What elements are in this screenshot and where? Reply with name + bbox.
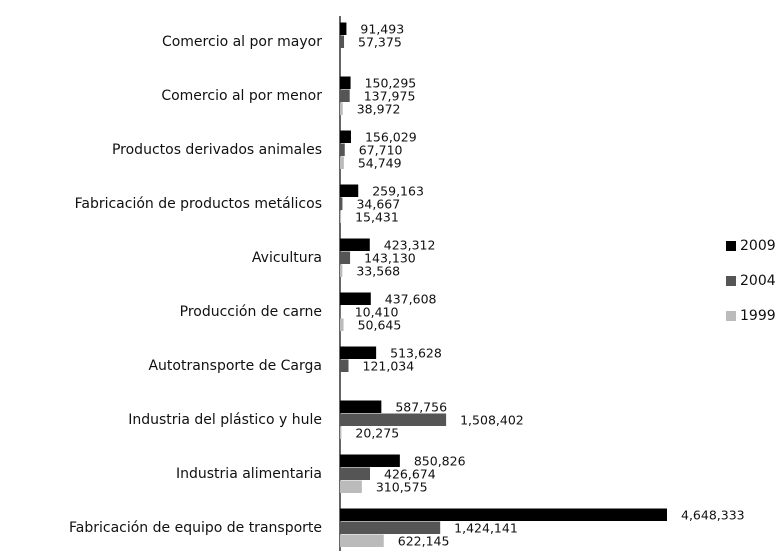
bar bbox=[340, 102, 343, 115]
bar bbox=[340, 454, 400, 467]
bar bbox=[340, 22, 347, 35]
value-label: 437,608 bbox=[385, 292, 437, 307]
bar bbox=[340, 318, 344, 331]
value-label: 33,568 bbox=[356, 264, 400, 279]
bar bbox=[340, 292, 371, 305]
bar bbox=[340, 210, 342, 223]
category-label: Comercio al por mayor bbox=[162, 34, 322, 50]
value-label: 143,130 bbox=[364, 251, 416, 266]
bar bbox=[340, 143, 345, 156]
value-label: 54,749 bbox=[358, 156, 402, 171]
value-label: 20,275 bbox=[355, 426, 399, 441]
bar bbox=[340, 305, 341, 318]
value-label: 57,375 bbox=[358, 35, 402, 50]
value-label: 513,628 bbox=[390, 346, 442, 361]
bar bbox=[340, 130, 351, 143]
category-label: Producción de carne bbox=[180, 304, 322, 320]
category-label: Fabricación de equipo de transporte bbox=[69, 520, 322, 536]
bar bbox=[340, 521, 441, 534]
category-label: Avicultura bbox=[252, 250, 322, 266]
category-label: Productos derivados animales bbox=[112, 142, 322, 158]
value-label: 15,431 bbox=[355, 210, 399, 225]
value-label: 259,163 bbox=[372, 184, 424, 199]
bar bbox=[340, 467, 371, 480]
value-label: 150,295 bbox=[365, 76, 417, 91]
value-label: 426,674 bbox=[384, 467, 436, 482]
category-label: Fabricación de productos metálicos bbox=[75, 196, 322, 212]
value-label: 50,645 bbox=[358, 318, 402, 333]
category-label: Autotransporte de Carga bbox=[148, 358, 322, 374]
bar bbox=[340, 426, 342, 439]
bar bbox=[340, 413, 447, 426]
bar bbox=[340, 35, 345, 48]
legend-swatch bbox=[726, 311, 736, 321]
value-label: 310,575 bbox=[376, 480, 428, 495]
bar bbox=[340, 359, 349, 372]
legend-label: 1999 bbox=[740, 308, 776, 324]
category-label: Industria del plástico y hule bbox=[128, 412, 322, 428]
value-label: 423,312 bbox=[384, 238, 436, 253]
bar bbox=[340, 238, 370, 251]
bar bbox=[340, 251, 351, 264]
legend-swatch bbox=[726, 241, 736, 251]
value-label: 587,756 bbox=[395, 400, 447, 415]
value-label: 38,972 bbox=[357, 102, 401, 117]
bar bbox=[340, 508, 667, 521]
value-label: 34,667 bbox=[356, 197, 400, 212]
value-label: 850,826 bbox=[414, 454, 466, 469]
bar bbox=[340, 184, 359, 197]
value-label: 67,710 bbox=[359, 143, 403, 158]
category-label: Industria alimentaria bbox=[176, 466, 322, 482]
value-label: 137,975 bbox=[364, 89, 416, 104]
value-label: 10,410 bbox=[355, 305, 399, 320]
bar bbox=[340, 264, 343, 277]
bar bbox=[340, 534, 384, 547]
value-label: 1,508,402 bbox=[460, 413, 524, 428]
value-label: 1,424,141 bbox=[454, 521, 518, 536]
legend-swatch bbox=[726, 276, 736, 286]
bar bbox=[340, 156, 344, 169]
legend-label: 2009 bbox=[740, 238, 776, 254]
legend-label: 2004 bbox=[740, 273, 776, 289]
bar bbox=[340, 197, 343, 210]
value-label: 4,648,333 bbox=[681, 508, 745, 523]
value-label: 91,493 bbox=[360, 22, 404, 37]
bar bbox=[340, 346, 377, 359]
bar bbox=[340, 480, 362, 493]
category-label: Comercio al por menor bbox=[161, 88, 322, 104]
value-label: 156,029 bbox=[365, 130, 417, 145]
value-label: 622,145 bbox=[398, 534, 450, 549]
bar bbox=[340, 76, 351, 89]
bar bbox=[340, 400, 382, 413]
bar bbox=[340, 89, 350, 102]
value-label: 121,034 bbox=[363, 359, 415, 374]
